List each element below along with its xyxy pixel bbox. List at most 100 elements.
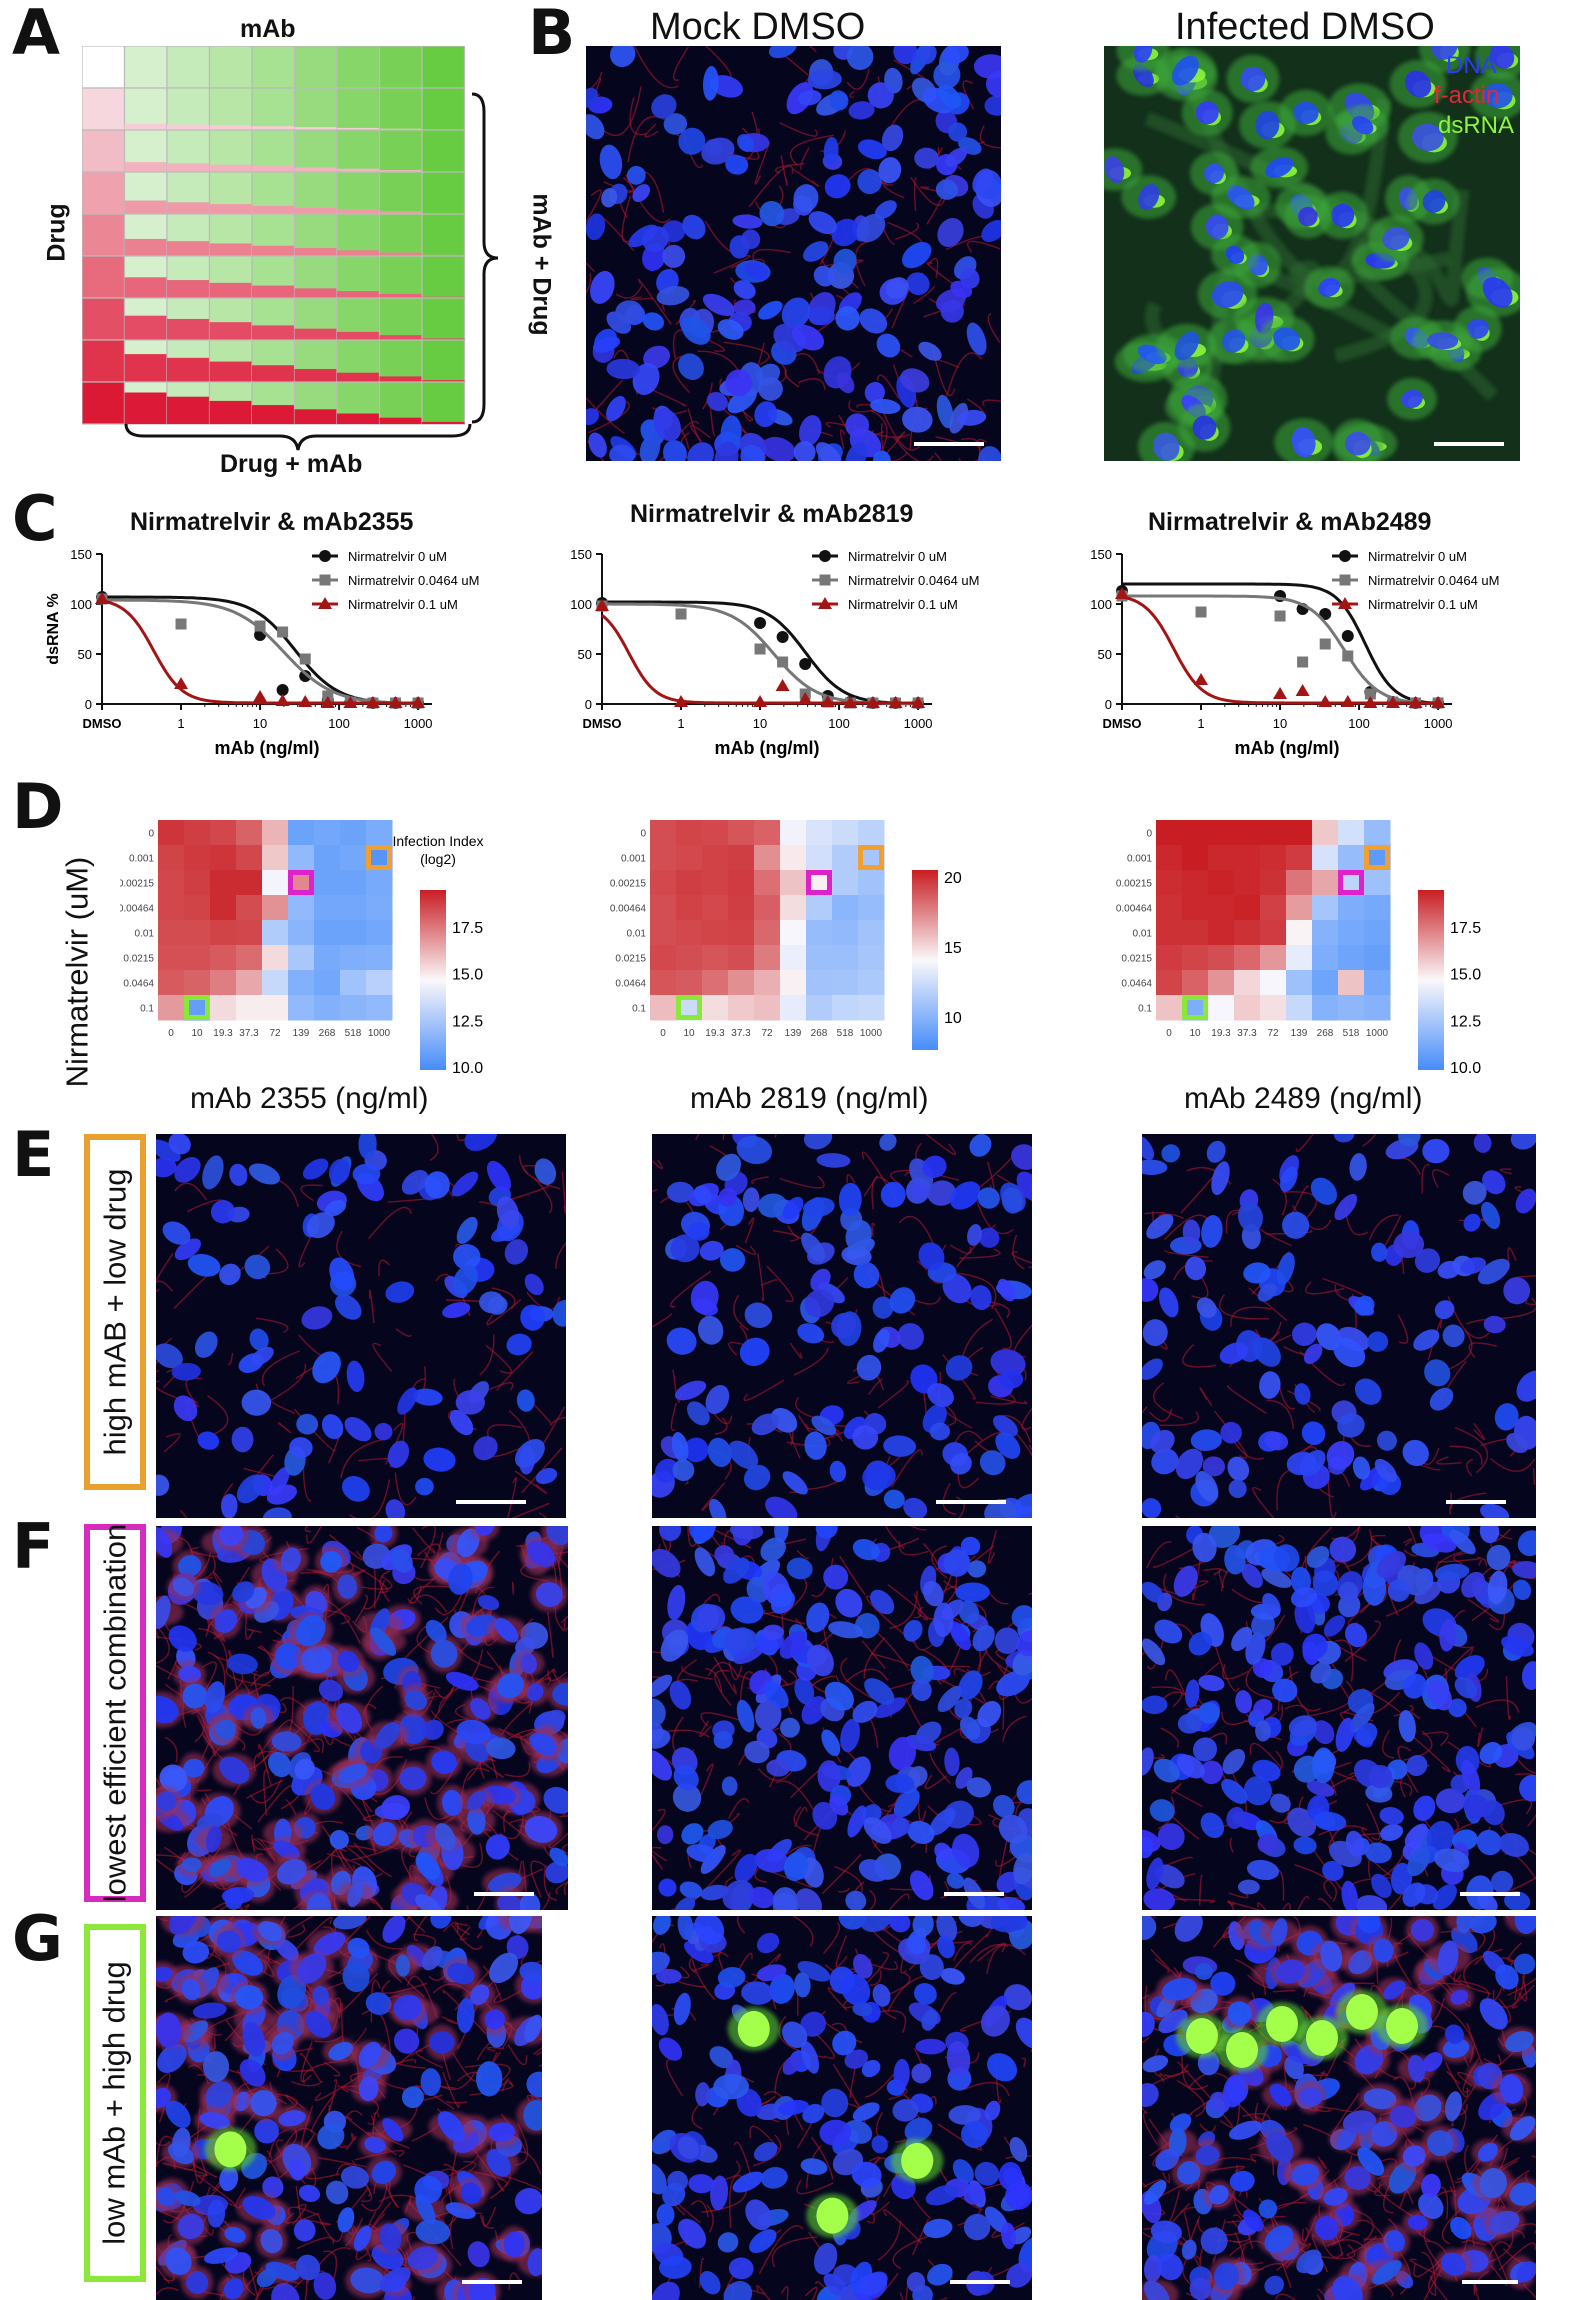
nucleus: [374, 1526, 393, 1543]
nucleus: [1477, 1892, 1498, 1910]
heatmap-y-tick: 0.0215: [1121, 954, 1152, 965]
nucleus: [1265, 157, 1294, 178]
nucleus: [1511, 1726, 1535, 1751]
nucleus: [219, 1526, 244, 1547]
nucleus: [1435, 1788, 1466, 1814]
nucleus: [514, 2188, 542, 2215]
nucleus: [1463, 1794, 1489, 1819]
actin-fiber: [1030, 2049, 1032, 2053]
actin-fiber: [479, 1334, 495, 1376]
panel-letter-a: A: [12, 0, 60, 69]
nucleus: [1235, 1690, 1253, 1714]
nucleus: [835, 306, 860, 331]
nucleus: [257, 1921, 283, 1942]
legend-label: Nirmatrelvir 0.1 uM: [848, 597, 958, 612]
schematic-drug-fill: [167, 124, 210, 130]
heatmap-cell: [1286, 970, 1313, 996]
actin-fiber: [432, 1687, 454, 1721]
heatmap-cell: [754, 895, 781, 921]
nucleus: [1252, 1337, 1281, 1367]
actin-fiber: [913, 285, 935, 305]
actin-fiber: [365, 1929, 403, 1950]
nucleus: [321, 1414, 344, 1440]
nucleus: [1195, 2145, 1220, 2166]
nucleus: [219, 1263, 241, 1286]
nucleus: [829, 90, 849, 111]
legend-marker: [818, 597, 832, 609]
nucleus: [694, 1547, 716, 1577]
actin-fiber: [381, 1979, 428, 1994]
nucleus: [797, 1323, 825, 1344]
heatmap-x-tick: 1000: [1366, 1028, 1389, 1039]
heatmap-xlabel-2819: mAb 2819 (ng/ml): [690, 1082, 929, 1115]
heatmap-cell: [314, 870, 341, 896]
nucleus: [795, 1888, 822, 1910]
heatmap-cell: [340, 920, 367, 946]
nucleus: [897, 1323, 924, 1350]
heatmap-cell: [858, 920, 885, 946]
nucleus: [706, 391, 728, 412]
actin-fiber: [587, 400, 630, 434]
heatmap-cell: [288, 895, 315, 921]
actin-fiber: [1163, 1249, 1209, 1259]
schematic-cell: [421, 339, 466, 383]
nucleus: [1197, 1702, 1220, 1724]
actin-fiber: [994, 1307, 1012, 1350]
schematic-cell: [82, 255, 126, 299]
nucleus: [1221, 1779, 1248, 1804]
nucleus: [156, 1966, 173, 1982]
data-point: [754, 643, 766, 655]
actin-fiber: [1347, 1529, 1373, 1568]
schematic-cell: [421, 255, 466, 299]
nucleus: [771, 1407, 798, 1433]
nucleus: [1208, 1526, 1241, 1548]
nucleus: [997, 1896, 1026, 1910]
nucleus: [280, 1547, 301, 1573]
actin-fiber: [559, 1814, 568, 1818]
actin-fiber: [758, 2225, 804, 2274]
nucleus: [1442, 1324, 1465, 1348]
nucleus: [552, 1682, 568, 1706]
nucleus: [756, 1932, 780, 1954]
actin-fiber: [1331, 2093, 1360, 2134]
nucleus: [470, 1984, 490, 2006]
data-point: [753, 695, 768, 707]
nucleus: [762, 1624, 784, 1640]
schematic-cell: [378, 297, 423, 341]
nucleus: [372, 1822, 397, 1846]
actin-fiber: [1522, 2283, 1536, 2299]
nucleus: [838, 1182, 862, 1217]
nucleus: [156, 1474, 170, 1496]
actin-fiber: [1272, 1989, 1295, 1993]
nucleus: [1341, 1880, 1358, 1910]
nucleus: [995, 1432, 1021, 1459]
heatmap-cell: [1338, 995, 1365, 1021]
heatmap-cell: [1312, 945, 1339, 971]
nucleus: [687, 442, 714, 461]
heatmap-cell: [858, 995, 885, 1021]
heatmap-cell: [1156, 995, 1183, 1021]
nucleus: [1437, 1260, 1461, 1279]
nucleus: [829, 1460, 847, 1483]
x-tick-label: 1: [677, 716, 684, 731]
schematic-cell: [421, 297, 466, 341]
nucleus: [872, 1983, 891, 2007]
nucleus: [1403, 1673, 1427, 1699]
heatmap-y-tick: 0.00464: [1116, 904, 1153, 915]
nucleus: [1226, 1806, 1245, 1829]
nucleus: [786, 1557, 813, 1580]
nucleus: [1303, 1343, 1323, 1364]
heatmap-cell: [728, 945, 755, 971]
actin-fiber: [1142, 1753, 1165, 1759]
actin-fiber: [704, 1526, 723, 1548]
actin-fiber: [156, 1595, 172, 1640]
y-tick-label: 0: [1105, 697, 1112, 712]
nucleus: [721, 1776, 738, 1796]
data-point: [1273, 687, 1288, 699]
nucleus: [996, 1871, 1020, 1893]
nucleus: [758, 377, 783, 401]
nucleus: [799, 415, 822, 446]
panel-letter-g: G: [12, 1902, 63, 1975]
nucleus: [883, 1489, 905, 1509]
heatmap-cell: [262, 870, 289, 896]
